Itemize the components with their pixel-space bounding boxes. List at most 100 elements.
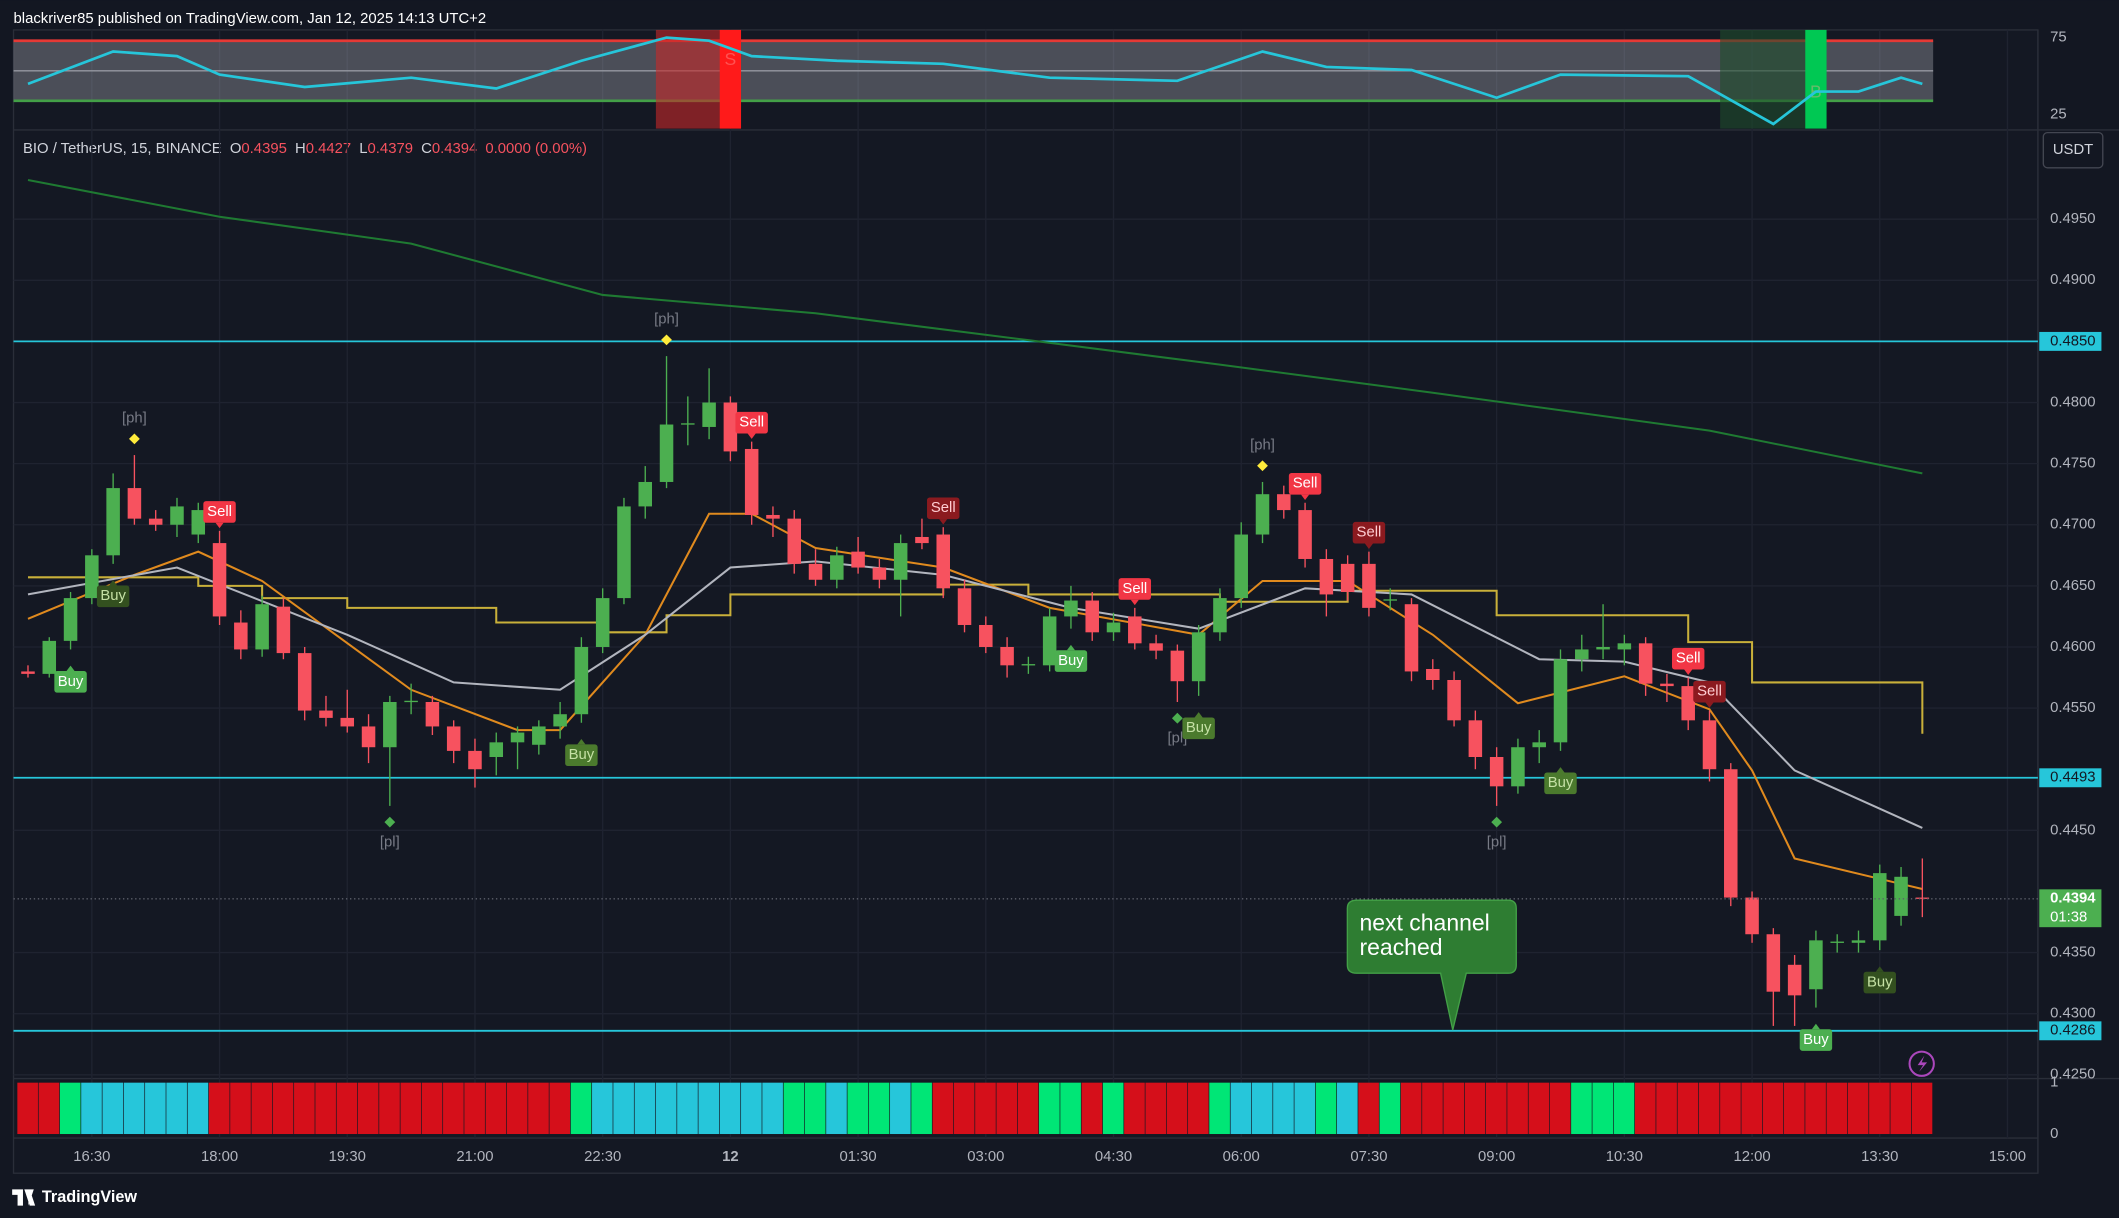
candle-body	[1553, 659, 1568, 743]
candle-body	[1170, 650, 1185, 682]
histogram-bar	[187, 1082, 209, 1135]
oscillator-tick-label: 75	[2050, 30, 2067, 46]
candle-body	[106, 488, 120, 556]
signal-pointer	[215, 522, 224, 529]
signal-tag	[1054, 650, 1088, 672]
currency-button[interactable]	[2042, 131, 2104, 169]
candle-body	[1106, 622, 1121, 633]
y-tick-label: 0.4950	[2050, 211, 2095, 227]
chart-frame	[12, 29, 2039, 1174]
y-tick-label: 0.4450	[2050, 822, 2095, 838]
signal-pointer	[1556, 767, 1565, 773]
signal-zone-bar	[719, 29, 742, 129]
oscillator-line	[27, 36, 1923, 126]
signal-pointer	[1811, 1023, 1820, 1030]
candle-body	[1085, 600, 1099, 633]
candle-body	[510, 732, 525, 743]
histogram-bar	[996, 1082, 1018, 1135]
histogram-bar	[315, 1082, 336, 1135]
candle-body	[361, 726, 376, 748]
histogram-bar	[932, 1082, 954, 1135]
signal-pointer	[1066, 644, 1075, 651]
brand-logo	[12, 1189, 36, 1206]
signal-label: Sell	[1697, 684, 1722, 700]
candle-body	[1787, 964, 1802, 996]
candle-body	[127, 488, 142, 519]
signal-label: Buy	[100, 588, 126, 604]
y-tick-label: 0.4600	[2050, 639, 2095, 655]
signal-label: Sell	[1676, 651, 1701, 667]
histogram-bar	[890, 1082, 911, 1135]
signal-label: Buy	[1548, 775, 1574, 791]
candle-body	[936, 534, 950, 589]
histogram-bar	[549, 1082, 571, 1135]
histogram-bar	[1124, 1082, 1145, 1135]
candle-body	[1766, 934, 1781, 992]
candle-body	[1489, 757, 1504, 787]
histogram-bar	[506, 1082, 528, 1135]
oscillator-tick-label: 25	[2050, 107, 2067, 123]
histogram-bar	[783, 1082, 805, 1135]
candle-body	[957, 588, 972, 625]
indicator-line	[27, 576, 1924, 734]
signal-pointer	[1130, 599, 1139, 606]
histogram-bar	[613, 1082, 634, 1135]
candle-body	[595, 598, 610, 647]
histogram-bar	[592, 1082, 613, 1135]
histogram-bar	[1145, 1082, 1167, 1135]
histogram-bar	[804, 1082, 826, 1135]
histogram-bar	[1464, 1082, 1486, 1135]
ohlc-key: C	[421, 141, 432, 157]
histogram-bar	[1273, 1082, 1294, 1135]
signal-tag	[1693, 680, 1726, 703]
brand: TradingView	[42, 1188, 138, 1206]
histogram-bar	[1571, 1082, 1592, 1135]
x-tick-label: 03:00	[967, 1149, 1004, 1165]
histogram-bar	[1337, 1082, 1358, 1135]
histogram-bar	[1017, 1082, 1039, 1135]
histogram-bar	[1890, 1082, 1912, 1135]
x-tick-label: 16:30	[73, 1149, 110, 1165]
histogram-bar	[1592, 1082, 1614, 1135]
candle-body	[425, 701, 440, 727]
ohlc-key: L	[359, 141, 367, 157]
histogram-bar	[421, 1082, 443, 1135]
histogram-bar	[1762, 1082, 1784, 1135]
last-price-tag	[2039, 889, 2102, 928]
callout-line: next channel	[1360, 910, 1490, 936]
y-tick-label: 0.4700	[2050, 517, 2095, 533]
pivot-label: [pl]	[380, 834, 400, 850]
price-line-label: 0.4850	[2050, 333, 2095, 349]
x-tick-label: 07:30	[1350, 1149, 1387, 1165]
x-tick-label: 12:00	[1733, 1149, 1770, 1165]
histogram-bar	[719, 1082, 741, 1135]
candle-body	[574, 646, 589, 715]
histogram-bar	[1315, 1082, 1337, 1135]
histogram-bar	[1634, 1082, 1656, 1135]
histogram-bar	[1485, 1082, 1507, 1135]
candle-body	[42, 640, 57, 674]
candle-body	[1362, 563, 1376, 608]
histogram-bar	[1911, 1082, 1933, 1135]
candle-body	[340, 717, 355, 727]
histogram-bar	[847, 1082, 869, 1135]
currency[interactable]: USDT	[2053, 142, 2093, 158]
signal-pointer	[1301, 494, 1310, 501]
y-tick-label: 0.4650	[2050, 578, 2095, 594]
alert-icon[interactable]	[1908, 1050, 1935, 1077]
candle-body	[830, 555, 844, 580]
candle-body	[148, 518, 163, 525]
candle-body	[255, 604, 269, 650]
price-line-label: 0.4493	[2050, 770, 2095, 786]
candle-body	[1298, 510, 1312, 559]
candle-body	[787, 518, 801, 564]
last-price-label: 0.4394	[2050, 891, 2096, 907]
histogram-bar	[1783, 1082, 1805, 1135]
candle-body	[1724, 769, 1738, 898]
x-tick-label: 10:30	[1606, 1149, 1643, 1165]
signal-pointer	[577, 738, 586, 745]
callout-box	[1346, 899, 1517, 1031]
histogram-bar	[1166, 1082, 1188, 1135]
candle-body	[1532, 742, 1546, 748]
signal-tag	[1863, 971, 1896, 994]
